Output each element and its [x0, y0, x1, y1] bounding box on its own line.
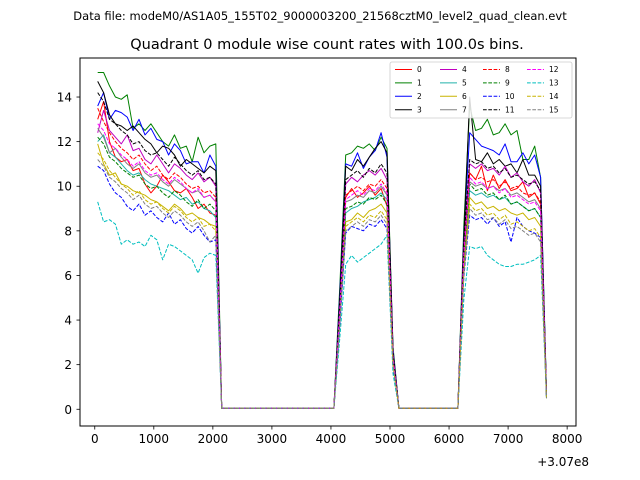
y-tick-label: 0 [64, 403, 72, 417]
legend-label-0: 0 [417, 65, 422, 74]
legend-label-8: 8 [505, 65, 510, 74]
legend-label-10: 10 [505, 92, 515, 101]
chart-title: Quadrant 0 module wise count rates with … [130, 37, 524, 53]
x-tick-label: 4000 [316, 432, 347, 446]
legend-label-1: 1 [417, 79, 422, 88]
y-tick-label: 8 [64, 224, 72, 238]
x-axis-ticks: 0 1000 2000 3000 4000 5000 6000 7000 8000 [91, 426, 582, 446]
x-tick-label: 7000 [493, 432, 524, 446]
y-tick-label: 4 [64, 314, 72, 328]
legend-label-6: 6 [462, 92, 467, 101]
x-offset-label: +3.07e8 [537, 455, 589, 469]
x-tick-label: 1000 [139, 432, 170, 446]
y-tick-label: 12 [57, 135, 72, 149]
figure-suptitle: Data file: modeM0/AS1A05_155T02_90000032… [73, 9, 567, 23]
series-layer [97, 72, 547, 409]
legend-label-9: 9 [505, 79, 510, 88]
x-tick-label: 5000 [375, 432, 406, 446]
legend-label-11: 11 [505, 105, 515, 114]
legend-label-7: 7 [462, 105, 467, 114]
legend-label-13: 13 [549, 79, 559, 88]
legend-label-15: 15 [549, 105, 559, 114]
legend-frame [389, 61, 573, 119]
x-tick-label: 3000 [257, 432, 288, 446]
x-tick-label: 2000 [198, 432, 229, 446]
y-axis-ticks: 0 2 4 6 8 10 12 14 [57, 91, 80, 417]
y-tick-label: 10 [57, 180, 72, 194]
legend-label-2: 2 [417, 92, 422, 101]
legend-label-3: 3 [417, 105, 422, 114]
x-tick-label: 0 [91, 432, 99, 446]
y-tick-label: 2 [64, 358, 72, 372]
legend-label-5: 5 [462, 79, 467, 88]
legend-label-12: 12 [549, 65, 559, 74]
series-line-15 [97, 159, 547, 409]
x-tick-label: 6000 [434, 432, 465, 446]
x-tick-label: 8000 [552, 432, 583, 446]
plot-area: 0 1000 2000 3000 4000 5000 6000 7000 8000 0 2 4 6 8 1… [57, 57, 582, 446]
legend-label-14: 14 [549, 92, 559, 101]
legend-label-4: 4 [462, 65, 467, 74]
axes-frame [79, 57, 577, 427]
y-tick-label: 14 [57, 91, 72, 105]
y-tick-label: 6 [64, 269, 72, 283]
